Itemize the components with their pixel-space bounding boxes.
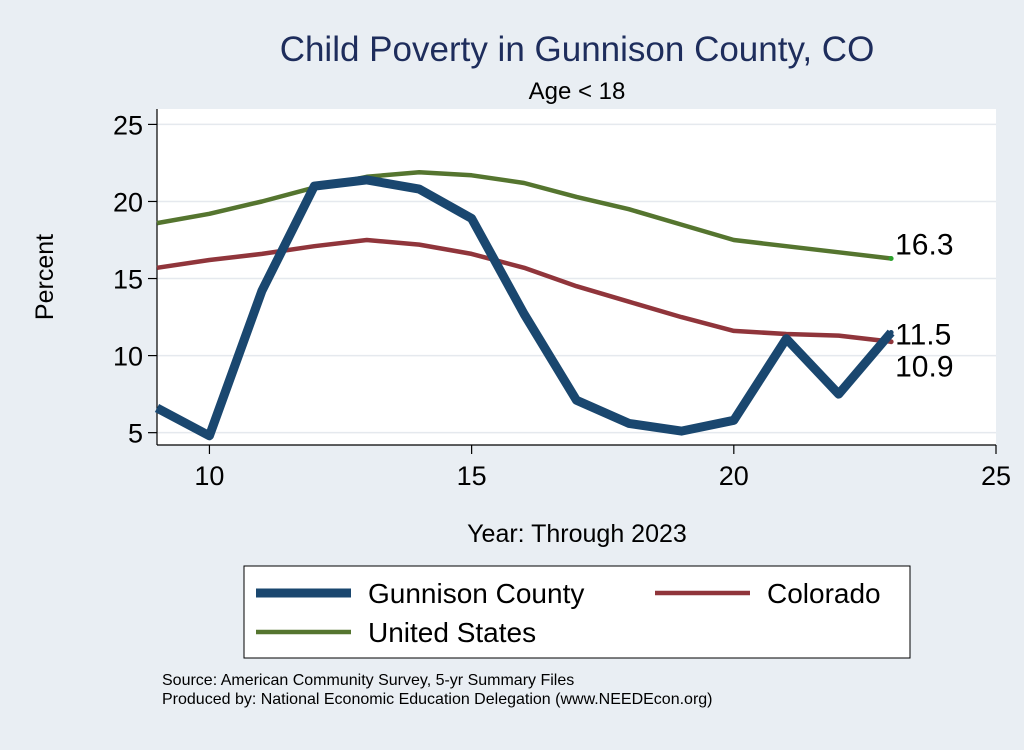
source-line: Source: American Community Survey, 5-yr … [162, 672, 575, 689]
series-end-point-united-states [888, 256, 894, 262]
end-value-labels: 16.3 11.510.9 [895, 229, 953, 384]
x-tick-label: 25 [981, 461, 1011, 491]
end-value-label: 10.9 [895, 351, 953, 384]
x-axis-title: Year: Through 2023 [467, 520, 687, 548]
legend-label: Gunnison County [368, 578, 584, 609]
grid-lines [157, 123, 996, 434]
legend-label: Colorado [767, 578, 881, 609]
y-tick-label: 25 [113, 110, 143, 140]
source-notes: Source: American Community Survey, 5-yr … [162, 671, 713, 709]
x-tick-label: 15 [457, 461, 487, 491]
end-value-label: 16.3 [895, 229, 953, 262]
x-tick-label: 10 [194, 461, 224, 491]
series-end-point-gunnison-county [888, 329, 894, 335]
end-value-label: 11.5 [895, 318, 951, 351]
plot-area [157, 109, 996, 445]
produced-by-line: Produced by: National Economic Education… [162, 691, 713, 708]
y-axis-title: Percent [31, 234, 59, 320]
y-tick-label: 20 [113, 187, 143, 217]
y-tick-label: 10 [113, 342, 143, 372]
x-tick-label: 20 [719, 461, 749, 491]
axis-ticks: 5 10 15 20 25 10 15 20 25 [113, 110, 1011, 491]
chart-subtitle: Age < 18 [529, 78, 626, 105]
legend-label: United States [368, 617, 536, 648]
chart-title: Child Poverty in Gunnison County, CO [280, 30, 875, 69]
series-line-gunnison-county [154, 175, 895, 441]
legend-box [243, 565, 911, 659]
legend: Gunnison County Colorado United States [256, 578, 881, 648]
series-lines [154, 169, 895, 441]
y-tick-label: 5 [128, 419, 143, 449]
series-line-united-states [156, 169, 892, 261]
y-tick-label: 15 [113, 265, 143, 295]
